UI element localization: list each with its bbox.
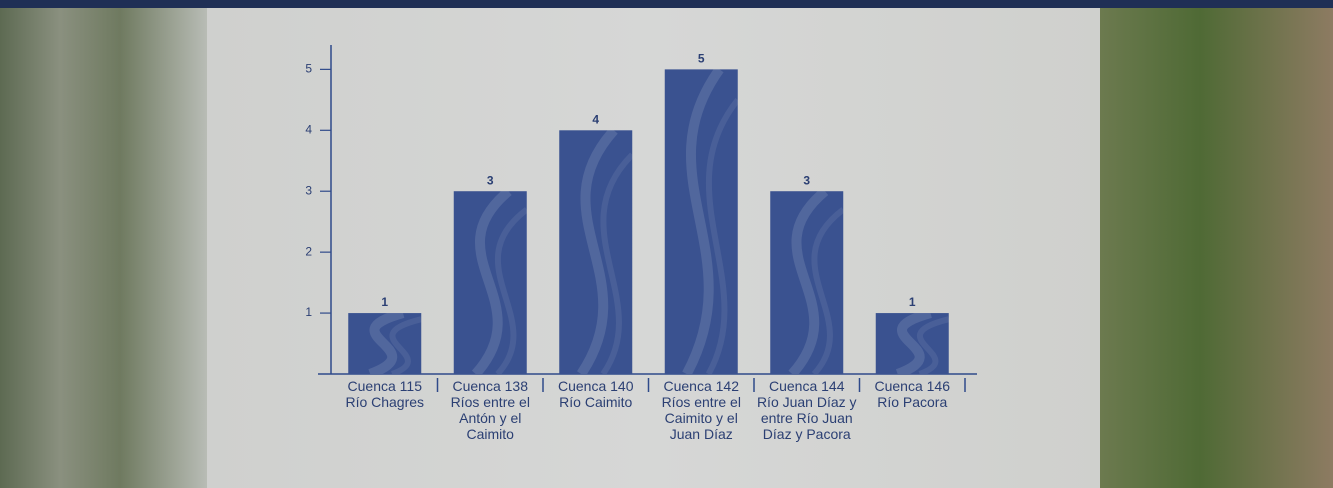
x-tick-label: Cuenca 115 Río Chagres [345,378,425,410]
bar-decoration [682,69,724,375]
bar [664,69,738,375]
bar [875,313,949,374]
value-label: 1 [381,295,388,309]
bar-decoration [471,191,512,374]
x-tick-label: Cuenca 140 Río Caimito [557,378,634,410]
bar-decoration [600,152,633,374]
bar [559,130,633,374]
top-bar [0,0,1333,8]
bar-decoration [368,313,405,374]
value-label: 3 [487,173,494,187]
bar [348,313,422,374]
bar-decoration [895,313,932,374]
bar-decoration [788,191,829,374]
value-label: 1 [909,295,916,309]
x-tick-label: Cuenca 142 Ríos entre el Caimito y el Ju… [661,378,741,442]
y-tick-label: 1 [305,305,312,319]
bar-decoration [916,316,949,374]
value-label: 3 [803,173,810,187]
y-tick-label: 5 [305,62,312,76]
value-label: 4 [592,112,599,126]
bar-decoration [705,97,738,375]
bar [453,191,527,374]
bar-decoration [389,316,422,374]
y-tick-label: 2 [305,244,312,258]
x-tick-label: Cuenca 138 Ríos entre el Antón y el Caim… [450,378,530,442]
bar-decoration [577,130,618,374]
x-tick-label: Cuenca 146 Río Pacora [874,378,950,410]
bar-decoration [811,207,844,374]
y-tick-label: 3 [305,183,312,197]
bar-decoration [494,207,527,374]
x-tick-label: Cuenca 144 Río Juan Díaz y entre Río Jua… [756,378,857,442]
value-label: 5 [698,52,705,66]
y-tick-label: 4 [305,122,312,136]
bar [770,191,844,374]
